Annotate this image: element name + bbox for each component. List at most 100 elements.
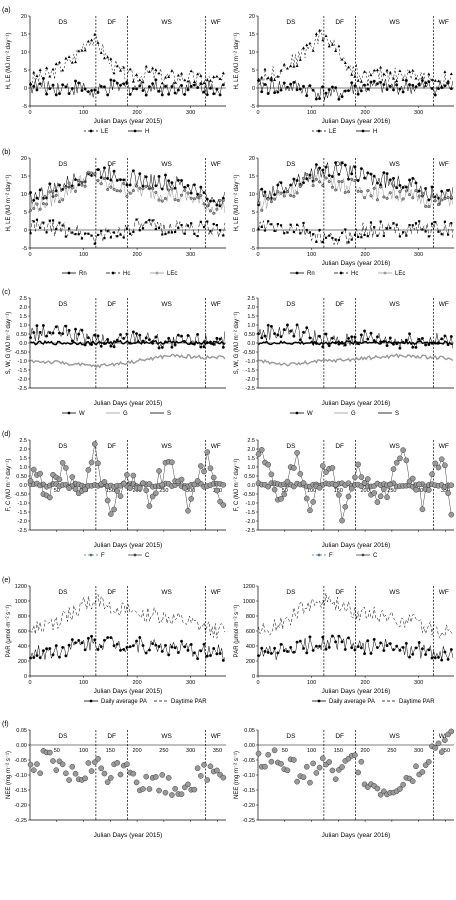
data-point [192,80,196,83]
data-point [176,73,180,77]
data-point [124,472,130,478]
data-point [266,91,270,95]
data-point [292,177,296,181]
data-point [162,789,169,796]
x-tick-label: 100 [307,680,316,686]
data-point [122,178,126,182]
data-point [151,187,155,191]
y-tick-label: 2.5 [247,438,255,444]
data-point [382,171,386,175]
chart-panel-3-1: -2.5 -2.0 -1.5 -1.0 -0.50 0.0 0.50 1.0 1.5 2.0 2.5… [234,438,455,559]
data-point [189,69,193,73]
data-point [199,185,203,189]
data-point [442,462,448,469]
data-point [159,772,166,778]
data-point [143,487,150,494]
data-point [135,73,139,76]
data-point [377,791,384,798]
data-point [210,474,217,481]
data-point [127,485,133,491]
data-point [114,488,121,494]
data-point [102,638,106,642]
data-point [314,163,318,167]
data-point [315,240,318,243]
data-point [106,337,110,341]
data-point [308,173,312,177]
data-point [353,335,357,339]
data-point [125,81,129,85]
data-point [64,186,68,190]
data-point [93,88,97,92]
data-point [51,653,55,657]
x-tick-label: 350 [441,488,450,494]
data-point [417,189,421,193]
data-point [218,93,222,97]
data-point [300,774,307,781]
data-point [302,181,306,185]
data-point [106,93,110,97]
data-point [64,324,68,328]
data-point [47,494,53,501]
data-point [125,227,129,230]
data-point [160,649,164,653]
y-tick-label: 2.5 [19,296,27,302]
data-point [102,85,106,89]
data-point [63,770,69,777]
data-point [212,92,216,96]
data-point [96,647,100,651]
season-label-wf: WF [211,301,221,308]
y-tick-label: 5 [24,210,27,216]
data-point [157,645,161,649]
season-label-wf: WF [439,733,449,740]
data-point [183,185,187,189]
data-point [305,43,309,47]
data-point [180,639,184,643]
data-point [32,198,36,202]
data-point [360,236,363,239]
y-tick-label: 0 [252,86,255,92]
data-point [86,336,90,340]
data-point [180,193,184,197]
data-point [83,48,87,52]
data-point [436,87,440,91]
x-tick-label: 150 [334,748,343,754]
data-point [302,176,306,180]
data-point [131,169,135,173]
data-point [99,84,103,88]
x-tick-label: 50 [282,748,288,754]
data-point [376,234,379,237]
data-point [359,89,363,93]
data-point [129,232,132,235]
data-point [131,87,135,91]
data-point [41,649,45,653]
season-label-ws: WS [389,443,400,450]
data-point [314,97,318,101]
data-point [221,658,225,662]
y-tick-label: 1.0 [19,323,27,329]
x-axis-label: Julian Days (year 2016) [322,542,391,549]
data-point [381,486,387,492]
data-point [188,496,194,502]
data-point [185,508,191,514]
data-point [104,779,111,785]
season-label-df: DF [335,301,344,308]
data-point [90,234,93,237]
y-tick-label: 0 [252,674,255,680]
data-point [343,190,347,194]
data-point [366,171,370,175]
data-point [61,68,65,72]
data-point [318,97,322,101]
data-point [265,751,271,758]
data-point [178,476,185,483]
data-point [205,654,209,658]
data-point [334,49,338,52]
data-point [160,187,164,191]
legend-label: W [307,411,313,417]
data-point [199,220,202,223]
data-point [366,337,370,341]
data-point [214,767,220,774]
data-point [292,194,296,198]
x-tick-label: 300 [186,252,195,258]
data-point [276,190,280,194]
data-point [398,183,402,187]
